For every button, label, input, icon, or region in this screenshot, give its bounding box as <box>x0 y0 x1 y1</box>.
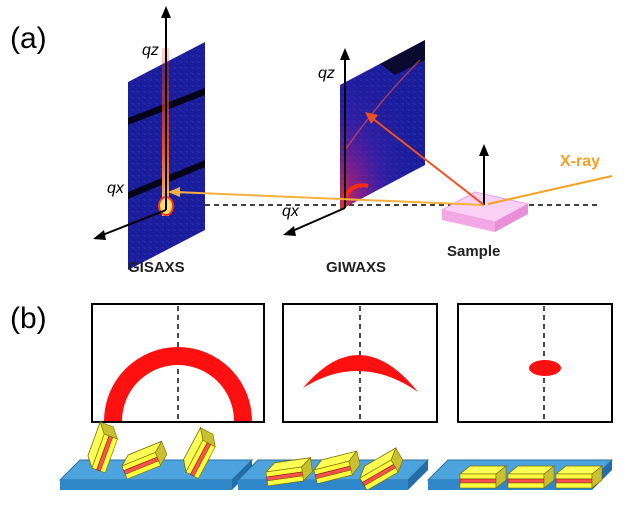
pattern-frame <box>282 303 438 423</box>
giwaxs-beam-arrowhead <box>365 112 378 124</box>
scattering-spot <box>529 360 561 376</box>
substrate-side <box>232 460 252 490</box>
giwaxs-qx-label: qx <box>282 203 300 220</box>
sample-front <box>442 210 495 232</box>
giwaxs-dark-corner <box>380 40 425 75</box>
xray-incident-beam <box>487 175 613 205</box>
panel-b-label: (b) <box>10 302 47 335</box>
gisaxs-scattered-beam <box>174 191 485 206</box>
gisaxs-qx-label: qx <box>107 180 125 197</box>
gisaxs-label: GISAXS <box>128 259 185 276</box>
giwaxs-qz-arrowhead <box>340 48 350 60</box>
pattern-box-spot <box>457 303 613 423</box>
sample-label: Sample <box>447 243 500 260</box>
sample-normal-arrowhead <box>479 144 489 156</box>
giwaxs-label: GIWAXS <box>326 259 386 276</box>
gisaxs-qx-arrowhead <box>93 230 106 240</box>
giwaxs-qx-arrowhead <box>283 226 296 236</box>
giwaxs-qx-axis <box>289 207 346 233</box>
sample-side <box>495 204 528 232</box>
xray-label: X-ray <box>560 153 600 170</box>
crystals-oriented <box>459 465 603 489</box>
substrate-front <box>60 480 232 490</box>
crystallite <box>555 465 603 489</box>
giwaxs-arc <box>344 59 421 151</box>
gisaxs-qz-arrowhead <box>161 6 171 18</box>
pattern-box-arc <box>282 303 438 423</box>
panel-a-label: (a) <box>10 22 47 55</box>
crystallite <box>507 465 555 489</box>
crystallite <box>459 465 507 489</box>
gisaxs-qz-label: qz <box>142 42 159 59</box>
scattering-arc <box>303 354 418 392</box>
pattern-box-ring <box>91 303 265 423</box>
giwaxs-scattered-beam <box>371 117 485 206</box>
giwaxs-qz-label: qz <box>318 65 335 82</box>
scattering-ring <box>104 347 252 421</box>
gisaxs-qx-axis <box>99 209 167 237</box>
gisaxs-beam-arrowhead <box>168 187 180 197</box>
substrate-side <box>408 460 428 490</box>
